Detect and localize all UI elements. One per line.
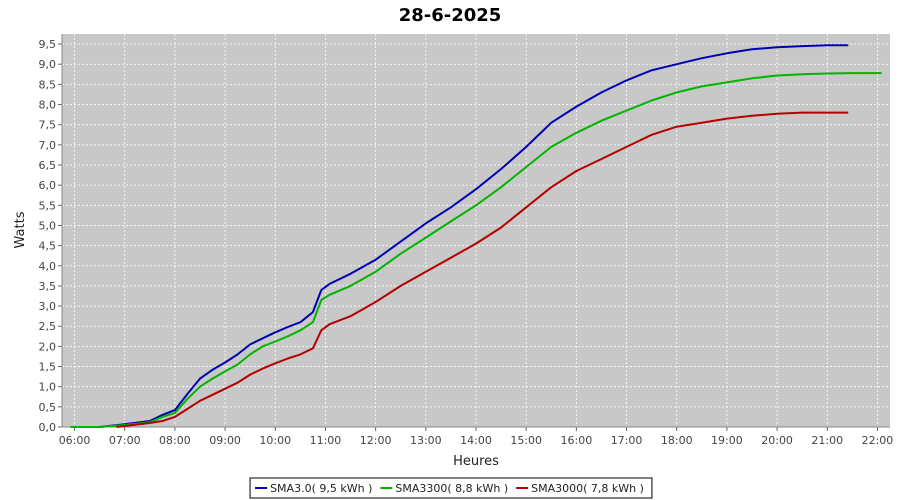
series-lines — [70, 44, 882, 428]
y-tick-label: 5,0 — [39, 219, 57, 232]
x-tick-label: 19:00 — [711, 434, 743, 447]
x-tick-label: 07:00 — [109, 434, 141, 447]
legend-label: SMA3000( 7,8 kWh ) — [531, 482, 644, 495]
x-tick-label: 11:00 — [310, 434, 342, 447]
x-tick-label: 22:00 — [862, 434, 894, 447]
y-tick-label: 0,5 — [39, 401, 57, 414]
y-tick-label: 2,5 — [39, 320, 57, 333]
chart-title: 28-6-2025 — [399, 5, 502, 26]
legend-label: SMA3300( 8,8 kWh ) — [395, 482, 508, 495]
y-tick-label: 7,0 — [39, 139, 57, 152]
y-tick-label: 5,5 — [39, 199, 57, 212]
y-tick-label: 1,0 — [39, 381, 57, 394]
y-tick-label: 2,0 — [39, 340, 57, 353]
x-tick-label: 09:00 — [209, 434, 241, 447]
x-tick-label: 16:00 — [561, 434, 593, 447]
y-tick-label: 9,5 — [39, 38, 57, 51]
y-tick-label: 7,5 — [39, 119, 57, 132]
x-tick-label: 21:00 — [811, 434, 843, 447]
legend-box — [249, 477, 653, 499]
y-tick-label: 6,0 — [39, 179, 57, 192]
y-tick-label: 4,0 — [39, 260, 57, 273]
x-tick-label: 10:00 — [259, 434, 291, 447]
legend-label: SMA3.0( 9,5 kWh ) — [270, 482, 372, 495]
x-tick-label: 12:00 — [360, 434, 392, 447]
y-tick-label: 3,0 — [39, 300, 57, 313]
y-axis-label: Watts — [13, 211, 28, 248]
axes: 0,0 0,5 1,0 1,5 2,0 2,5 3,0 3,5 4,0 4,5 5,0 5,5 6,0 6… — [39, 34, 894, 447]
x-tick-label: 15:00 — [510, 434, 542, 447]
y-tick-label: 8,0 — [39, 99, 57, 112]
x-tick-label: 14:00 — [460, 434, 492, 447]
y-tick-label: 4,5 — [39, 240, 57, 253]
y-tick-label: 6,5 — [39, 159, 57, 172]
series-line — [116, 111, 849, 428]
y-tick-label: 9,0 — [39, 58, 57, 71]
x-tick-label: 13:00 — [410, 434, 442, 447]
y-tick-label: 3,5 — [39, 280, 57, 293]
x-tick-label: 20:00 — [761, 434, 793, 447]
x-axis-label: Heures — [453, 454, 499, 469]
y-tick-label: 1,5 — [39, 361, 57, 374]
series-line — [70, 72, 882, 428]
x-tick-label: 18:00 — [661, 434, 693, 447]
series-line — [99, 44, 849, 428]
x-tick-label: 08:00 — [159, 434, 191, 447]
legend: SMA3.0( 9,5 kWh ) SMA3300( 8,8 kWh ) SMA30… — [249, 477, 653, 499]
y-tick-label: 8,5 — [39, 78, 57, 91]
x-tick-label: 17:00 — [611, 434, 643, 447]
x-tick-label: 06:00 — [59, 434, 91, 447]
y-tick-label: 0,0 — [39, 421, 57, 434]
